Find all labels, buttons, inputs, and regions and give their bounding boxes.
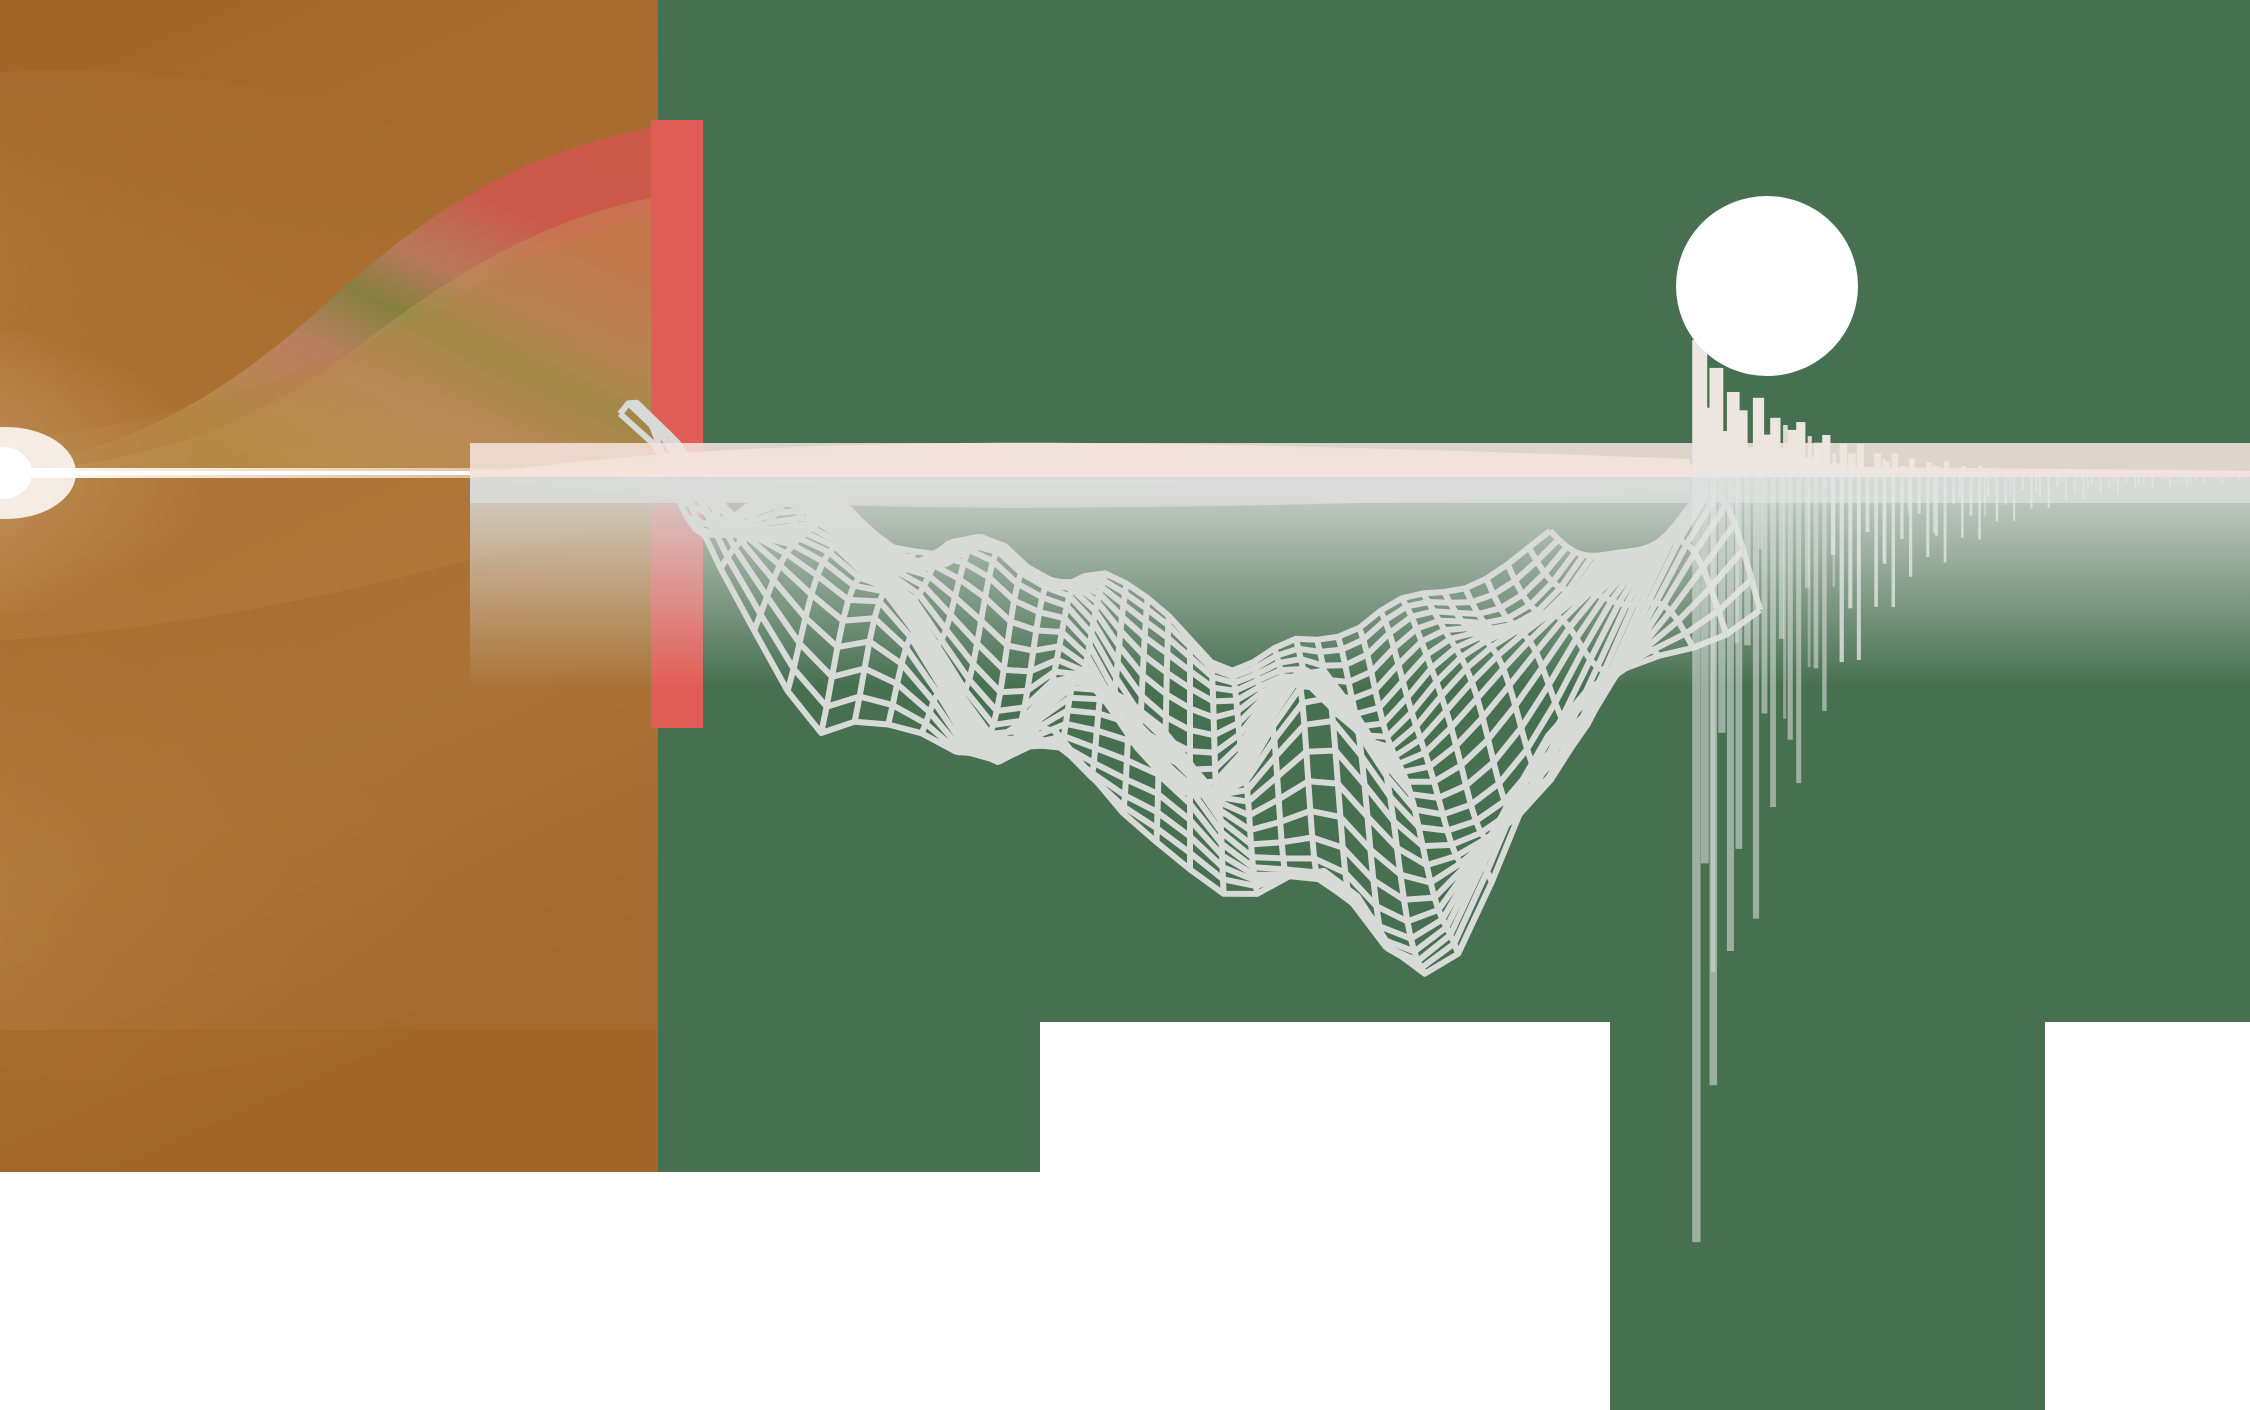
white-block-right	[2045, 1022, 2250, 1410]
white-block-left	[0, 1172, 1040, 1410]
sun-ellipse	[1676, 196, 1858, 376]
white-block-center	[1040, 1022, 1610, 1410]
